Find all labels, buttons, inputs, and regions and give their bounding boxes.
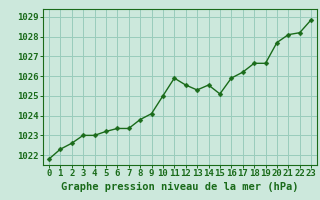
X-axis label: Graphe pression niveau de la mer (hPa): Graphe pression niveau de la mer (hPa) (61, 182, 299, 192)
